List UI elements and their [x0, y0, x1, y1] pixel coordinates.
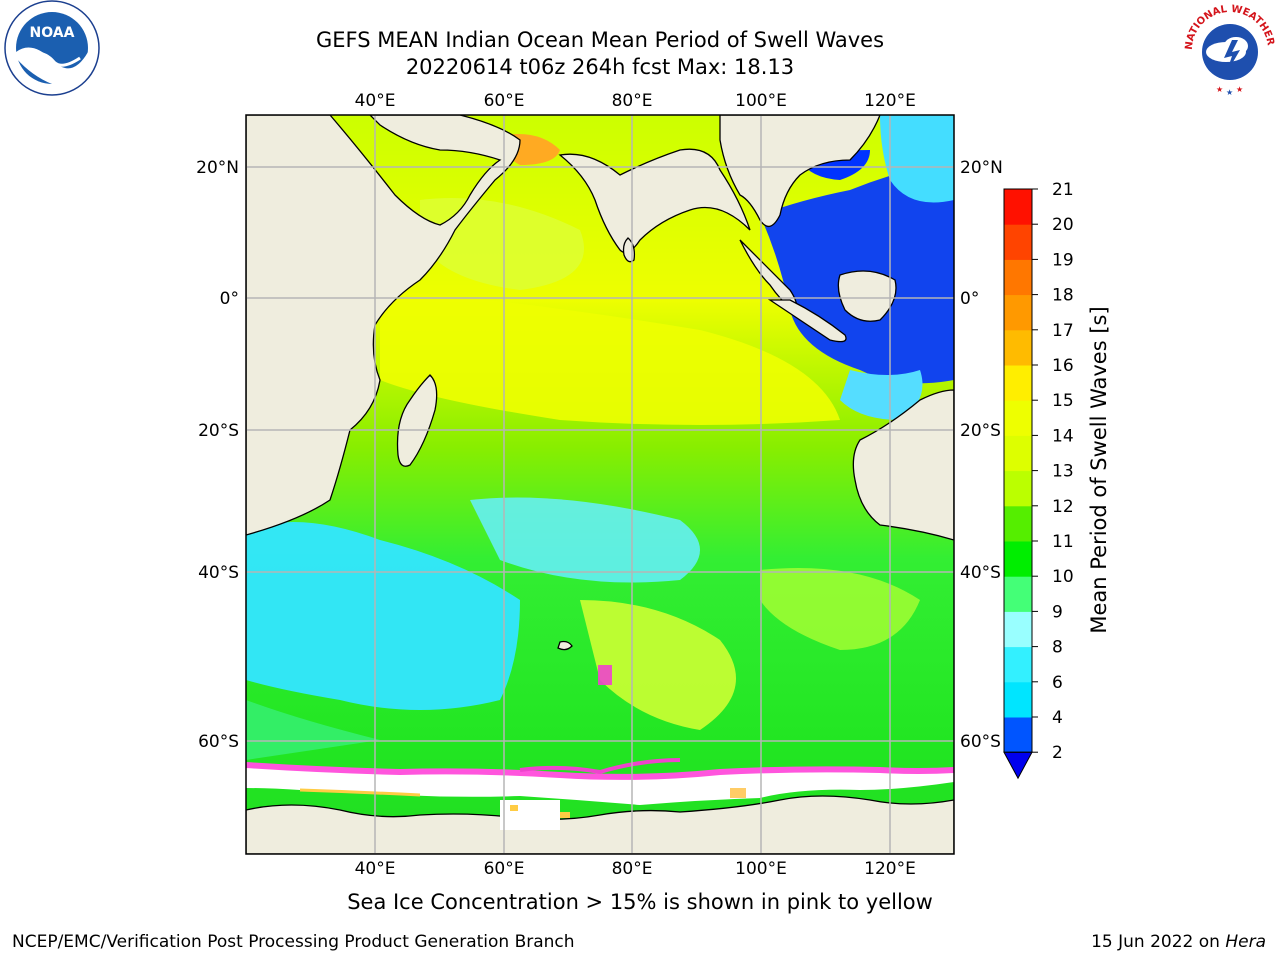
- colorbar-tick-label: 14: [1052, 426, 1074, 446]
- svg-text:★: ★: [1236, 85, 1243, 94]
- colorbar-tick-label: 21: [1052, 180, 1074, 200]
- colorbar-segment: [1004, 435, 1032, 472]
- colorbar-tick-label: 8: [1052, 638, 1063, 658]
- colorbar-segment: [1004, 611, 1032, 648]
- colorbar-segment: [1004, 576, 1032, 612]
- lat-label: 20°N: [960, 158, 1003, 178]
- colorbar-tick-label: 20: [1052, 215, 1074, 235]
- colorbar-segment: [1004, 365, 1032, 401]
- colorbar-tick-label: 9: [1052, 602, 1063, 622]
- lon-labels-top: 40°E 60°E 80°E 100°E 120°E: [355, 91, 916, 111]
- lat-labels-left: 20°N 0° 20°S 40°S 60°S: [196, 158, 239, 752]
- lon-label: 40°E: [355, 91, 396, 111]
- map-subtitle: 20220614 t06z 264h fcst Max: 18.13: [405, 55, 795, 79]
- svg-text:★: ★: [1216, 85, 1223, 94]
- colorbar-segment: [1004, 294, 1032, 331]
- lon-label: 60°E: [484, 859, 525, 879]
- colorbar-label: Mean Period of Swell Waves [s]: [1087, 306, 1111, 633]
- sea-ice-caption: Sea Ice Concentration > 15% is shown in …: [347, 890, 933, 914]
- map-area: [246, 115, 954, 854]
- colorbar-tick-label: 2: [1052, 743, 1063, 763]
- colorbar-tick-label: 15: [1052, 391, 1074, 411]
- colorbar-tick-label: 16: [1052, 356, 1074, 376]
- colorbar-segment: [1004, 470, 1032, 507]
- lat-label: 60°S: [960, 732, 1001, 752]
- colorbar-tick-label: 10: [1052, 567, 1074, 587]
- noaa-logo-text: NOAA: [30, 25, 75, 41]
- lat-label: 40°S: [960, 563, 1001, 583]
- colorbar-tick-label: 18: [1052, 286, 1074, 306]
- footer-date-text: 15 Jun 2022 on: [1091, 932, 1226, 952]
- svg-text:★: ★: [1226, 88, 1233, 97]
- footer-host: Hera: [1225, 932, 1266, 952]
- colorbar-segment: [1004, 646, 1032, 683]
- colorbar-segment: [1004, 189, 1032, 225]
- colorbar-segment: [1004, 224, 1032, 260]
- map-frame: [245, 114, 955, 855]
- colorbar: 2 4 6 8 9 10 11 12 13 14 15 16 17 18 19 20 21: [1003, 180, 1074, 780]
- colorbar-tick-label: 11: [1052, 532, 1074, 552]
- map-title: GEFS MEAN Indian Ocean Mean Period of Sw…: [315, 28, 885, 52]
- footer-branch: NCEP/EMC/Verification Post Processing Pr…: [12, 932, 575, 952]
- colorbar-segment: [1004, 541, 1032, 577]
- lat-label: 20°N: [196, 158, 239, 178]
- nws-logo: NATIONAL WEATHER SERVICE ★ ★ ★: [1176, 0, 1280, 100]
- lon-label: 120°E: [864, 91, 916, 111]
- colorbar-tick-label: 13: [1052, 462, 1074, 482]
- colorbar-segment: [1004, 681, 1032, 718]
- lon-label: 40°E: [355, 859, 396, 879]
- lat-labels-right: 20°N 0° 20°S 40°S 60°S: [960, 158, 1003, 752]
- colorbar-segment: [1004, 717, 1032, 753]
- lon-label: 80°E: [612, 91, 653, 111]
- lon-labels-bottom: 40°E 60°E 80°E 100°E 120°E: [355, 859, 916, 879]
- lon-label: 100°E: [735, 91, 787, 111]
- lat-label: 0°: [960, 289, 979, 309]
- lat-label: 20°S: [198, 421, 239, 441]
- colorbar-tick-label: 4: [1052, 708, 1063, 728]
- colorbar-extend: [1003, 751, 1033, 780]
- colorbar-segment: [1004, 505, 1032, 542]
- lon-label: 120°E: [864, 859, 916, 879]
- lat-label: 40°S: [198, 563, 239, 583]
- colorbar-segment: [1004, 259, 1032, 296]
- colorbar-tick-label: 17: [1052, 321, 1074, 341]
- colorbar-tick-label: 6: [1052, 673, 1063, 693]
- lon-label: 60°E: [484, 91, 525, 111]
- lon-label: 100°E: [735, 859, 787, 879]
- colorbar-tick-label: 19: [1052, 250, 1074, 270]
- colorbar-tick-label: 12: [1052, 497, 1074, 517]
- lon-label: 80°E: [612, 859, 653, 879]
- lat-label: 0°: [220, 289, 239, 309]
- colorbar-segment: [1004, 400, 1032, 436]
- grid-lines: [246, 115, 954, 854]
- colorbar-segment: [1004, 329, 1032, 366]
- lat-label: 20°S: [960, 421, 1001, 441]
- noaa-logo: NOAA: [2, 0, 102, 100]
- lat-label: 60°S: [198, 732, 239, 752]
- footer-date: 15 Jun 2022 on Hera: [1091, 932, 1266, 952]
